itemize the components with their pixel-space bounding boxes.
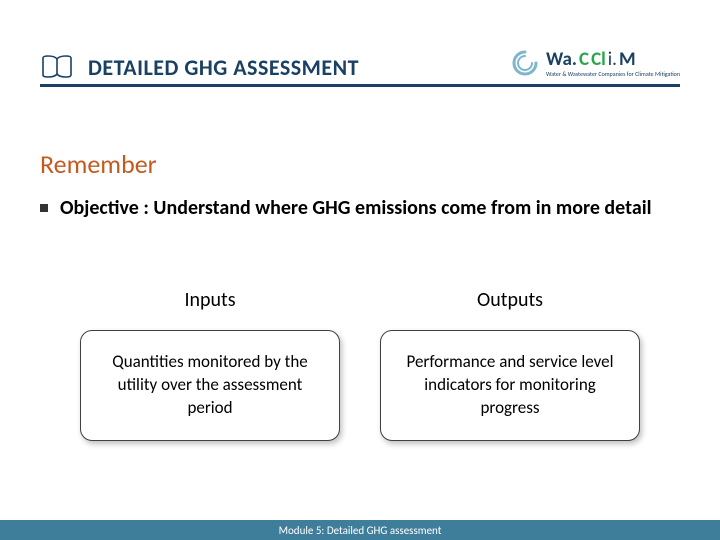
col-title: Inputs (80, 288, 340, 312)
bullet-marker-icon (40, 204, 48, 212)
logo-wordmark: Wa. C Cl i. M (546, 48, 680, 71)
columns: Inputs Quantities monitored by the utili… (80, 288, 640, 441)
header-rule (40, 84, 680, 87)
slide: DETAILED GHG ASSESSMENT Wa. C Cl i. M Wa… (0, 0, 720, 540)
logo-tagline: Water & Wastewater Companies for Climate… (546, 71, 680, 78)
card-outputs: Performance and service level indicators… (380, 330, 640, 441)
subtitle: Remember (40, 148, 157, 180)
col-outputs: Outputs Performance and service level in… (380, 288, 640, 441)
subtitle-text: Remember (40, 148, 157, 180)
col-inputs: Inputs Quantities monitored by the utili… (80, 288, 340, 441)
footer-text: Module 5: Detailed GHG assessment (279, 524, 442, 537)
slide-title: DETAILED GHG ASSESSMENT (88, 54, 359, 81)
slide-header: DETAILED GHG ASSESSMENT Wa. C Cl i. M Wa… (40, 48, 680, 86)
bullet-text: Objective : Understand where GHG emissio… (60, 195, 652, 222)
logo: Wa. C Cl i. M Water & Wastewater Compani… (510, 48, 680, 86)
card-inputs: Quantities monitored by the utility over… (80, 330, 340, 441)
bullet-item: Objective : Understand where GHG emissio… (40, 195, 680, 222)
header-left: DETAILED GHG ASSESSMENT (40, 54, 359, 81)
logo-swirl-icon (510, 48, 540, 78)
book-icon (40, 54, 74, 80)
col-title: Outputs (380, 288, 640, 312)
footer-bar: Module 5: Detailed GHG assessment (0, 520, 720, 540)
